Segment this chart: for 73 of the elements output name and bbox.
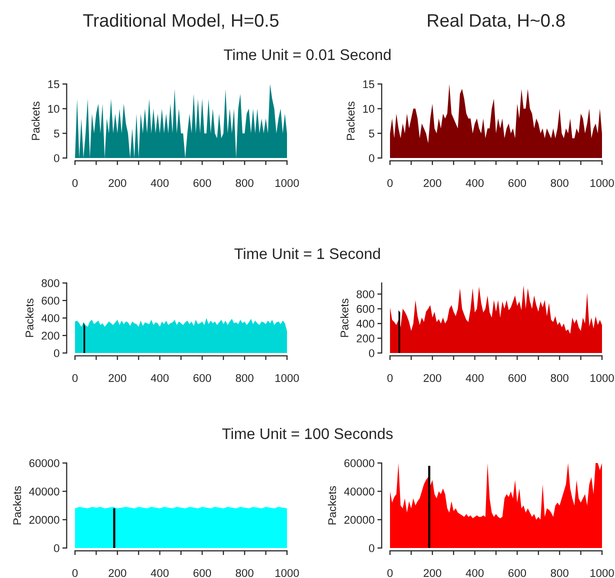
y-tick-label: 5 bbox=[368, 130, 374, 138]
y-tick-label: 40000 bbox=[29, 488, 60, 496]
y-tick-label: 40000 bbox=[344, 488, 374, 496]
text: Traditional Model, H=0.5 bbox=[83, 14, 279, 29]
x-tick-label: 200 bbox=[424, 374, 442, 382]
x-tick-label: 800 bbox=[550, 179, 568, 187]
y-tick-label: 800 bbox=[356, 290, 374, 298]
text: Real Data, H~0.8 bbox=[428, 14, 565, 29]
y-tick-label: 0 bbox=[368, 154, 374, 162]
x-tick-label: 600 bbox=[193, 179, 212, 187]
y-tick-label: 200 bbox=[356, 334, 374, 342]
y-tick-label: 200 bbox=[42, 332, 60, 340]
y-tick-label: 600 bbox=[42, 296, 60, 305]
chart-title: Time Unit = 0.01 Second bbox=[224, 48, 391, 60]
y-axis-title: Packets bbox=[31, 102, 40, 140]
x-tick-label: 200 bbox=[424, 569, 442, 577]
y-tick-label: 5 bbox=[54, 130, 60, 138]
y-axis-title: Packets bbox=[12, 486, 22, 524]
x-tick-label: 0 bbox=[387, 374, 393, 382]
x-tick-label: 200 bbox=[108, 374, 126, 382]
y-tick-label: 0 bbox=[54, 349, 60, 358]
y-tick-label: 600 bbox=[356, 305, 374, 313]
y-tick-label: 400 bbox=[41, 314, 60, 322]
x-tick-label: 800 bbox=[550, 374, 568, 382]
x-tick-label: 600 bbox=[508, 374, 526, 382]
chart-title: Time Unit = 100 Seconds bbox=[222, 428, 393, 440]
x-tick-label: 1000 bbox=[275, 569, 299, 577]
y-axis-title: Packets bbox=[25, 298, 34, 337]
x-tick-label: 1000 bbox=[275, 179, 299, 187]
y-tick-label: 10 bbox=[363, 104, 374, 113]
y-axis-title: Packets bbox=[340, 298, 348, 337]
y-tick-label: 15 bbox=[363, 80, 374, 88]
y-tick-label: 10 bbox=[48, 104, 60, 113]
x-tick-label: 600 bbox=[508, 569, 526, 577]
x-tick-label: 600 bbox=[508, 179, 526, 187]
x-tick-label: 1000 bbox=[275, 374, 299, 382]
x-tick-label: 800 bbox=[236, 374, 254, 382]
y-tick-label: 20000 bbox=[29, 516, 60, 524]
x-tick-label: 0 bbox=[72, 374, 78, 382]
x-tick-label: 600 bbox=[193, 374, 212, 382]
x-tick-label: 400 bbox=[466, 374, 484, 382]
x-tick-label: 200 bbox=[108, 569, 126, 577]
x-tick-label: 200 bbox=[108, 179, 126, 187]
x-tick-label: 200 bbox=[424, 179, 442, 187]
x-tick-label: 800 bbox=[236, 569, 254, 577]
y-tick-label: 800 bbox=[42, 279, 60, 288]
y-axis-title: Packets bbox=[328, 486, 336, 524]
y-tick-label: 400 bbox=[356, 320, 374, 328]
y-tick-label: 60000 bbox=[29, 459, 60, 468]
x-tick-label: 400 bbox=[150, 179, 169, 187]
x-tick-label: 1000 bbox=[590, 569, 614, 577]
x-tick-label: 800 bbox=[550, 569, 568, 577]
y-tick-label: 60000 bbox=[344, 459, 374, 468]
y-tick-label: 0 bbox=[368, 349, 374, 358]
y-tick-label: 0 bbox=[368, 544, 374, 552]
x-tick-label: 0 bbox=[72, 179, 78, 187]
x-tick-label: 0 bbox=[387, 569, 393, 577]
x-tick-label: 400 bbox=[466, 179, 484, 187]
x-tick-label: 400 bbox=[150, 569, 169, 577]
x-tick-label: 600 bbox=[193, 569, 212, 577]
y-tick-label: 0 bbox=[54, 154, 60, 162]
y-tick-label: 20000 bbox=[344, 516, 374, 524]
y-axis-title: Packets bbox=[346, 102, 355, 140]
x-tick-label: 0 bbox=[72, 569, 78, 577]
x-tick-label: 0 bbox=[387, 179, 393, 187]
x-tick-label: 1000 bbox=[590, 179, 614, 187]
x-tick-label: 1000 bbox=[590, 374, 614, 382]
chart-title: Time Unit = 1 Second bbox=[234, 248, 380, 260]
x-tick-label: 400 bbox=[150, 374, 169, 382]
y-tick-label: 15 bbox=[48, 80, 60, 88]
x-tick-label: 400 bbox=[466, 569, 484, 577]
x-tick-label: 800 bbox=[236, 179, 254, 187]
y-tick-label: 0 bbox=[54, 544, 60, 552]
